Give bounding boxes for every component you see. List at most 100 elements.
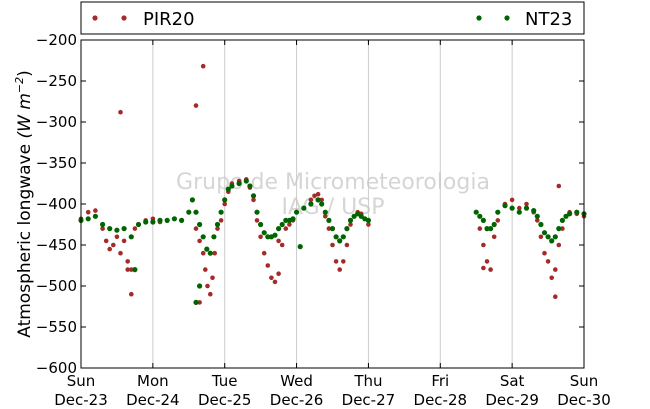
x-tick-label-date: Dec-25 — [198, 391, 252, 409]
y-tick-label: −250 — [36, 72, 77, 90]
legend-label-pir20: PIR20 — [143, 9, 195, 30]
point-nt23 — [531, 208, 537, 214]
point-nt23 — [189, 197, 195, 203]
point-nt23 — [365, 217, 371, 223]
point-nt23 — [157, 217, 163, 223]
x-tick-label-date: Dec-29 — [485, 391, 539, 409]
point-nt23 — [337, 238, 343, 244]
point-nt23 — [502, 203, 508, 209]
point-pir20 — [200, 63, 206, 69]
point-nt23 — [552, 234, 558, 240]
point-pir20 — [132, 226, 138, 231]
point-nt23 — [128, 234, 134, 240]
point-pir20 — [200, 250, 206, 256]
point-nt23 — [197, 221, 203, 228]
point-nt23 — [567, 211, 573, 217]
point-pir20 — [129, 291, 134, 297]
point-nt23 — [272, 232, 278, 238]
point-nt23 — [574, 209, 580, 215]
x-tick-label-day: Fri — [431, 372, 449, 390]
point-pir20 — [517, 205, 522, 211]
point-pir20 — [553, 294, 558, 300]
point-nt23 — [538, 221, 544, 228]
series-nt23 — [78, 178, 587, 305]
point-nt23 — [491, 221, 497, 228]
point-nt23 — [340, 234, 346, 240]
point-pir20 — [556, 242, 562, 248]
point-nt23 — [541, 230, 548, 236]
point-pir20 — [203, 267, 208, 272]
point-nt23 — [480, 217, 486, 223]
point-pir20 — [276, 238, 281, 244]
point-nt23 — [107, 226, 113, 232]
point-nt23 — [344, 226, 350, 232]
point-nt23 — [243, 178, 249, 184]
point-nt23 — [276, 226, 282, 232]
point-nt23 — [186, 209, 192, 215]
point-pir20 — [258, 234, 263, 240]
point-pir20 — [114, 234, 120, 240]
point-pir20 — [319, 197, 325, 203]
legend-marker-nt23-a — [476, 15, 482, 21]
point-pir20 — [491, 234, 497, 240]
point-pir20 — [107, 246, 112, 252]
point-pir20 — [542, 250, 547, 256]
point-nt23 — [135, 221, 142, 228]
point-pir20 — [366, 222, 371, 227]
x-tick-label-date: Dec-28 — [414, 391, 468, 409]
point-nt23 — [297, 244, 303, 250]
point-pir20 — [477, 226, 483, 231]
point-nt23 — [556, 226, 562, 232]
y-tick-label: −550 — [36, 318, 77, 336]
point-pir20 — [337, 267, 343, 272]
point-nt23 — [265, 234, 271, 240]
point-nt23 — [523, 205, 530, 211]
point-pir20 — [549, 275, 554, 281]
point-pir20 — [222, 201, 227, 207]
point-nt23 — [473, 209, 479, 215]
point-pir20 — [556, 183, 562, 189]
x-tick-label-date: Dec-27 — [342, 391, 396, 409]
y-tick-label: −450 — [36, 236, 77, 254]
point-pir20 — [488, 267, 493, 272]
y-axis-label-unit-close: ) — [15, 70, 35, 77]
point-nt23 — [193, 209, 199, 215]
point-nt23 — [319, 201, 325, 207]
point-nt23 — [179, 217, 185, 223]
point-nt23 — [229, 183, 235, 189]
x-tick-label-day: Sun — [67, 372, 96, 390]
point-pir20 — [323, 214, 328, 219]
point-nt23 — [143, 219, 149, 225]
point-nt23 — [495, 209, 501, 215]
point-nt23 — [132, 267, 138, 273]
point-nt23 — [225, 186, 231, 192]
point-pir20 — [218, 218, 224, 223]
x-tick-label-day: Sun — [570, 372, 599, 390]
point-pir20 — [326, 226, 332, 231]
point-pir20 — [269, 275, 274, 281]
point-nt23 — [308, 201, 314, 207]
point-pir20 — [308, 197, 314, 203]
point-pir20 — [276, 271, 281, 277]
y-axis-label-text: Atmospheric longwave — [15, 144, 35, 338]
point-nt23 — [247, 183, 253, 189]
x-tick-label-date: Dec-24 — [126, 391, 180, 409]
point-pir20 — [545, 259, 551, 264]
point-pir20 — [129, 267, 134, 272]
point-pir20 — [210, 275, 215, 281]
point-nt23 — [197, 283, 203, 289]
x-tick-label-date: Dec-30 — [557, 391, 611, 409]
point-nt23 — [326, 217, 332, 223]
point-nt23 — [204, 246, 210, 252]
point-nt23 — [114, 227, 120, 233]
point-nt23 — [261, 230, 267, 236]
point-pir20 — [197, 300, 202, 305]
point-pir20 — [553, 267, 558, 272]
point-pir20 — [85, 209, 91, 215]
point-pir20 — [212, 250, 217, 256]
point-nt23 — [222, 197, 228, 203]
y-axis-label-unit-exp: −2 — [13, 77, 26, 93]
point-nt23 — [484, 226, 490, 232]
point-nt23 — [516, 209, 522, 215]
axis-ticks: SunDec-23MonDec-24TueDec-25WedDec-26ThuD… — [36, 31, 611, 409]
